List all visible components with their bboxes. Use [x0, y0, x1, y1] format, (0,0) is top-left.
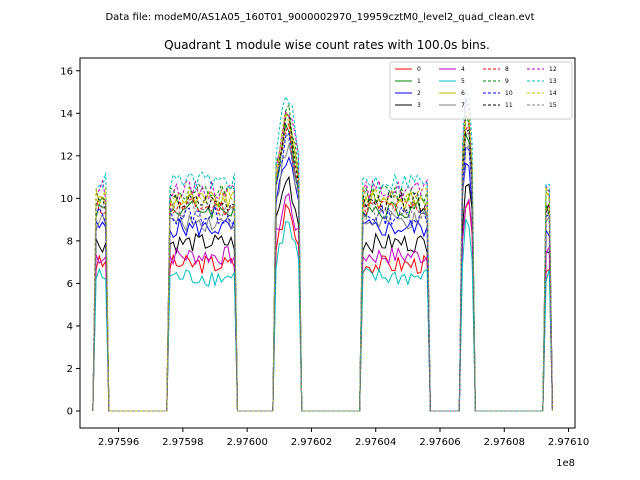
y-tick-label: 10 [60, 194, 73, 205]
y-tick-label: 6 [67, 279, 73, 290]
plot-area: 2.97596 2.97598 2.97600 2.97602 2.97604 2.976… [60, 57, 589, 469]
series-line-15 [92, 129, 553, 412]
x-tick-label: 2.97604 [355, 437, 396, 448]
y-tick-label: 14 [60, 109, 73, 120]
figure-suptitle: Data file: modeM0/AS1A05_160T01_90000029… [105, 12, 534, 23]
series-layer [92, 89, 553, 412]
legend-label: 12 [549, 66, 557, 73]
legend-frame [389, 61, 573, 120]
legend-label: 13 [549, 78, 557, 85]
legend-label: 9 [505, 78, 509, 85]
x-tick-label: 2.97610 [548, 437, 589, 448]
legend-label: 2 [417, 90, 421, 97]
legend-label: 15 [549, 102, 557, 109]
legend-label: 8 [505, 66, 509, 73]
y-tick-label: 16 [60, 66, 73, 77]
legend-label: 4 [461, 66, 465, 73]
y-tick-label: 12 [60, 151, 73, 162]
y-tick-label: 8 [67, 236, 73, 247]
x-tick-label: 2.97606 [419, 437, 460, 448]
y-tick-label: 0 [67, 406, 73, 417]
x-tick-label: 2.97598 [162, 437, 203, 448]
axes-border [79, 57, 576, 429]
x-tick-label: 2.97602 [291, 437, 332, 448]
legend-label: 6 [461, 90, 465, 97]
y-tick-label: 4 [67, 321, 73, 332]
axes-frame [80, 58, 575, 428]
legend-label: 7 [461, 102, 465, 109]
x-tick-label: 2.97600 [226, 437, 267, 448]
chart-title: Quadrant 1 module wise count rates with … [164, 38, 490, 52]
legend-label: 14 [549, 90, 557, 97]
legend-label: 1 [417, 78, 421, 85]
x-offset-label: 1e8 [556, 458, 575, 469]
legend-label: 3 [417, 102, 421, 109]
legend-label: 5 [461, 78, 465, 85]
x-tick-label: 2.97608 [484, 437, 525, 448]
legend-label: 11 [505, 102, 513, 109]
legend-label: 0 [417, 66, 421, 73]
legend-label: 10 [505, 90, 513, 97]
x-tick-label: 2.97596 [98, 437, 139, 448]
y-axis: 0 2 4 6 8 10 12 14 16 [60, 66, 80, 417]
y-tick-label: 2 [67, 364, 73, 375]
x-axis: 2.97596 2.97598 2.97600 2.97602 2.97604 2.976… [98, 428, 589, 448]
